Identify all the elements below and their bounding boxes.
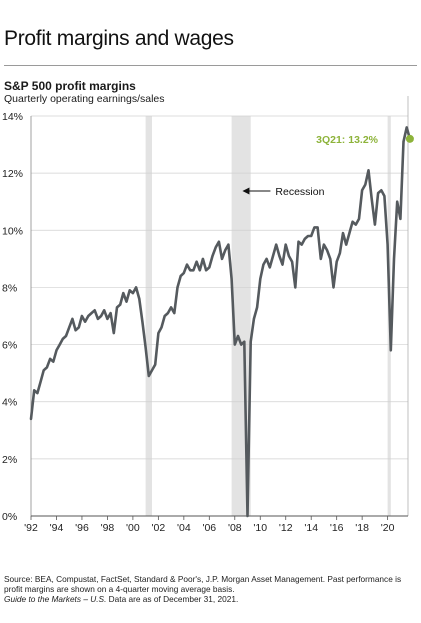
y-tick-label: 0%	[2, 511, 17, 523]
x-tick-label: '14	[304, 522, 318, 534]
recession-band-0	[145, 116, 152, 516]
x-tick-label: '12	[279, 522, 293, 534]
chart-title: S&P 500 profit margins	[4, 79, 136, 93]
y-tick-label: 4%	[2, 397, 17, 409]
y-tick-label: 10%	[2, 225, 23, 237]
gridlines	[31, 115, 408, 460]
profit-margin-chart: 0% 2% 4% 6% 8% 10% 12% 14% '92 '94 '96 '98 '00 '02 '04…	[2, 96, 414, 534]
x-tick-label: '00	[126, 522, 140, 534]
title-divider	[4, 65, 417, 66]
axes	[30, 96, 409, 520]
x-tick-label: '10	[253, 522, 267, 534]
footnote: Source: BEA, Compustat, FactSet, Standar…	[4, 574, 417, 604]
recession-arrow-head	[242, 187, 250, 195]
latest-value-label: 3Q21: 13.2%	[316, 134, 379, 146]
footnote-date-text: Data are as of December 31, 2021.	[106, 594, 239, 604]
x-tick-label: '04	[177, 522, 191, 534]
footnote-method: profit margins are shown on a 4-quarter …	[4, 584, 235, 594]
tick-labels: 0% 2% 4% 6% 8% 10% 12% 14% '92 '94 '96 '98 '00 '02 '04…	[2, 111, 395, 534]
chart-subtitle: Quarterly operating earnings/sales	[4, 93, 165, 105]
x-tick-label: '16	[330, 522, 344, 534]
y-tick-label: 8%	[2, 282, 17, 294]
x-tick-label: '06	[202, 522, 216, 534]
recession-bands	[145, 116, 391, 516]
x-tick-label: '20	[381, 522, 395, 534]
x-tick-label: '18	[355, 522, 369, 534]
x-tick-label: '92	[24, 522, 38, 534]
x-tick-label: '02	[152, 522, 166, 534]
footnote-guide: Guide to the Markets – U.S.	[4, 594, 107, 604]
annotations: Recession 3Q21: 13.2%	[242, 134, 414, 198]
y-tick-label: 14%	[2, 111, 23, 123]
x-tick-label: '94	[50, 522, 64, 534]
latest-value-dot	[405, 134, 414, 143]
footnote-date: Guide to the Markets – U.S. Data are as …	[4, 594, 417, 604]
series-line-0	[29, 126, 412, 518]
recession-label: Recession	[275, 186, 324, 198]
x-tick-label: '98	[101, 522, 115, 534]
y-tick-label: 12%	[2, 168, 23, 180]
y-tick-label: 2%	[2, 454, 17, 466]
page-title: Profit margins and wages	[4, 27, 234, 50]
x-tick-label: '08	[228, 522, 242, 534]
series-layer	[29, 126, 412, 518]
footnote-source: Source: BEA, Compustat, FactSet, Standar…	[4, 574, 402, 584]
x-tick-label: '96	[75, 522, 89, 534]
y-tick-label: 6%	[2, 340, 17, 352]
